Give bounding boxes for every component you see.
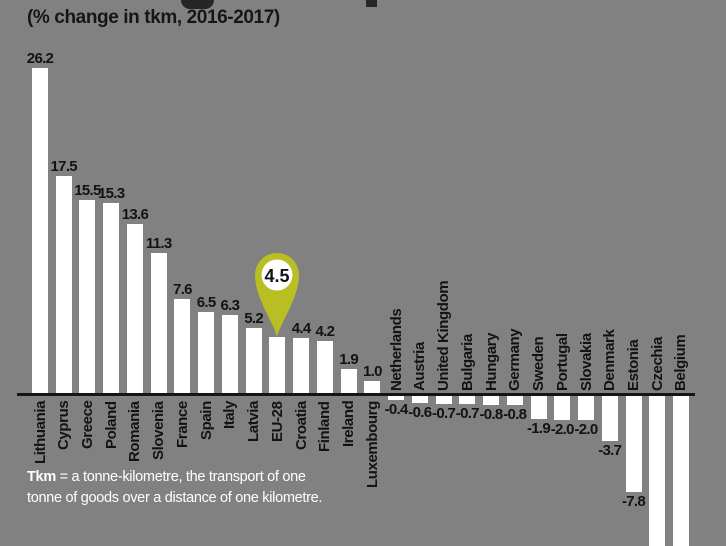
bar-spain — [198, 312, 215, 393]
value-label-germany: -0.8 — [503, 406, 527, 424]
bar-italy — [221, 314, 238, 393]
value-label-lithuania: 26.2 — [26, 49, 54, 67]
bar-sweden — [530, 395, 547, 420]
footnote-term: Tkm — [27, 469, 56, 485]
value-label-finland: 4.2 — [315, 322, 335, 340]
category-label-greece: Greece — [78, 400, 96, 449]
category-label-finland: Finland — [316, 401, 334, 452]
category-label-slovakia: Slovakia — [577, 333, 595, 391]
category-label-hungary: Hungary — [482, 332, 500, 391]
category-label-netherlands: Netherlands — [387, 308, 405, 391]
category-label-romania: Romania — [126, 401, 144, 462]
bar-greece — [79, 200, 96, 393]
bar-lithuania — [32, 67, 48, 393]
bar-netherlands — [388, 395, 405, 401]
bar-poland — [103, 202, 120, 393]
value-label-france: 7.6 — [173, 280, 192, 298]
bar-finland — [316, 340, 333, 393]
category-label-czechia: Czechia — [648, 337, 666, 391]
bar-ireland — [340, 369, 357, 393]
eu28-highlight-pin-icon: 4.5 — [255, 253, 300, 338]
category-label-latvia: Latvia — [245, 401, 263, 442]
footnote-text: = a tonne-kilometre, the transport of on… — [27, 469, 323, 506]
category-label-france: France — [173, 401, 191, 448]
category-label-eu-28: EU-28 — [268, 401, 286, 442]
category-label-austria: Austria — [411, 342, 429, 391]
bar-united-kingdom — [435, 395, 452, 405]
bar-romania — [126, 224, 143, 393]
bar-portugal — [554, 395, 571, 421]
value-label-sweden: -1.9 — [527, 420, 551, 438]
value-label-united-kingdom: -0.7 — [432, 405, 456, 423]
value-label-croatia: 4.4 — [291, 320, 311, 338]
bar-cyprus — [55, 175, 72, 393]
category-label-italy: Italy — [221, 400, 239, 429]
bar-luxembourg — [364, 380, 381, 393]
bar-belgium — [672, 395, 689, 546]
category-label-denmark: Denmark — [601, 329, 619, 391]
category-label-bulgaria: Bulgaria — [458, 334, 476, 391]
value-label-ireland: 1.9 — [339, 351, 358, 369]
category-label-cyprus: Cyprus — [55, 400, 73, 450]
bar-bulgaria — [459, 395, 476, 405]
category-label-ireland: Ireland — [340, 400, 358, 447]
value-label-slovakia: -2.0 — [574, 421, 598, 439]
category-label-croatia: Croatia — [292, 401, 310, 450]
bar-austria — [411, 395, 428, 403]
bar-estonia — [625, 395, 642, 493]
value-label-italy: 6.3 — [220, 296, 240, 314]
category-label-sweden: Sweden — [530, 336, 548, 391]
bar-germany — [506, 395, 523, 406]
bar-slovakia — [578, 395, 595, 421]
value-label-latvia: 5.2 — [244, 310, 264, 328]
value-label-slovenia: 11.3 — [145, 234, 172, 252]
bar-hungary — [483, 395, 500, 406]
bar-czechia — [649, 395, 666, 546]
bar-latvia — [245, 328, 262, 393]
bar-france — [174, 298, 191, 393]
category-label-portugal: Portugal — [553, 333, 571, 391]
category-label-estonia: Estonia — [625, 339, 642, 391]
category-label-united-kingdom: United Kingdom — [435, 280, 453, 391]
value-label-luxembourg: 1.0 — [362, 362, 382, 380]
value-label-denmark: -3.7 — [598, 442, 622, 460]
value-label-poland: 15.3 — [98, 184, 125, 202]
bar-eu-28 — [269, 337, 286, 393]
value-label-greece: 15.5 — [74, 182, 101, 200]
value-label-estonia: -7.8 — [621, 493, 646, 511]
category-label-slovenia: Slovenia — [150, 401, 168, 461]
bar-croatia — [293, 338, 310, 393]
bar-denmark — [601, 395, 618, 442]
pin-inner-circle — [261, 259, 293, 291]
value-label-spain: 6.5 — [196, 294, 216, 312]
category-label-belgium: Belgium — [672, 334, 690, 391]
category-label-poland: Poland — [102, 401, 120, 449]
footnote: Tkm = a tonne-kilometre, the transport o… — [27, 467, 339, 509]
value-label-romania: 13.6 — [121, 206, 149, 224]
category-label-germany: Germany — [506, 328, 524, 391]
value-label-hungary: -0.8 — [479, 406, 504, 424]
category-label-lithuania: Lithuania — [31, 400, 49, 464]
axis-baseline — [17, 393, 695, 396]
chart-subtitle: (% change in tkm, 2016-2017) — [27, 7, 280, 28]
value-label-austria: -0.6 — [408, 403, 432, 421]
cropped-title-fragment — [181, 0, 214, 9]
value-label-netherlands: -0.4 — [384, 401, 409, 419]
bar-slovenia — [150, 252, 167, 393]
cropped-title-fragment — [366, 0, 377, 7]
value-label-cyprus: 17.5 — [50, 157, 78, 175]
eu28-highlight-value: 4.5 — [265, 266, 290, 286]
value-label-portugal: -2.0 — [550, 421, 575, 439]
chart-area: 26.2 Lithuania 17.5 Cyprus 15.5 Greece 15.3 Pol… — [17, 49, 695, 546]
category-label-spain: Spain — [197, 401, 215, 440]
value-label-bulgaria: -0.7 — [455, 405, 480, 423]
